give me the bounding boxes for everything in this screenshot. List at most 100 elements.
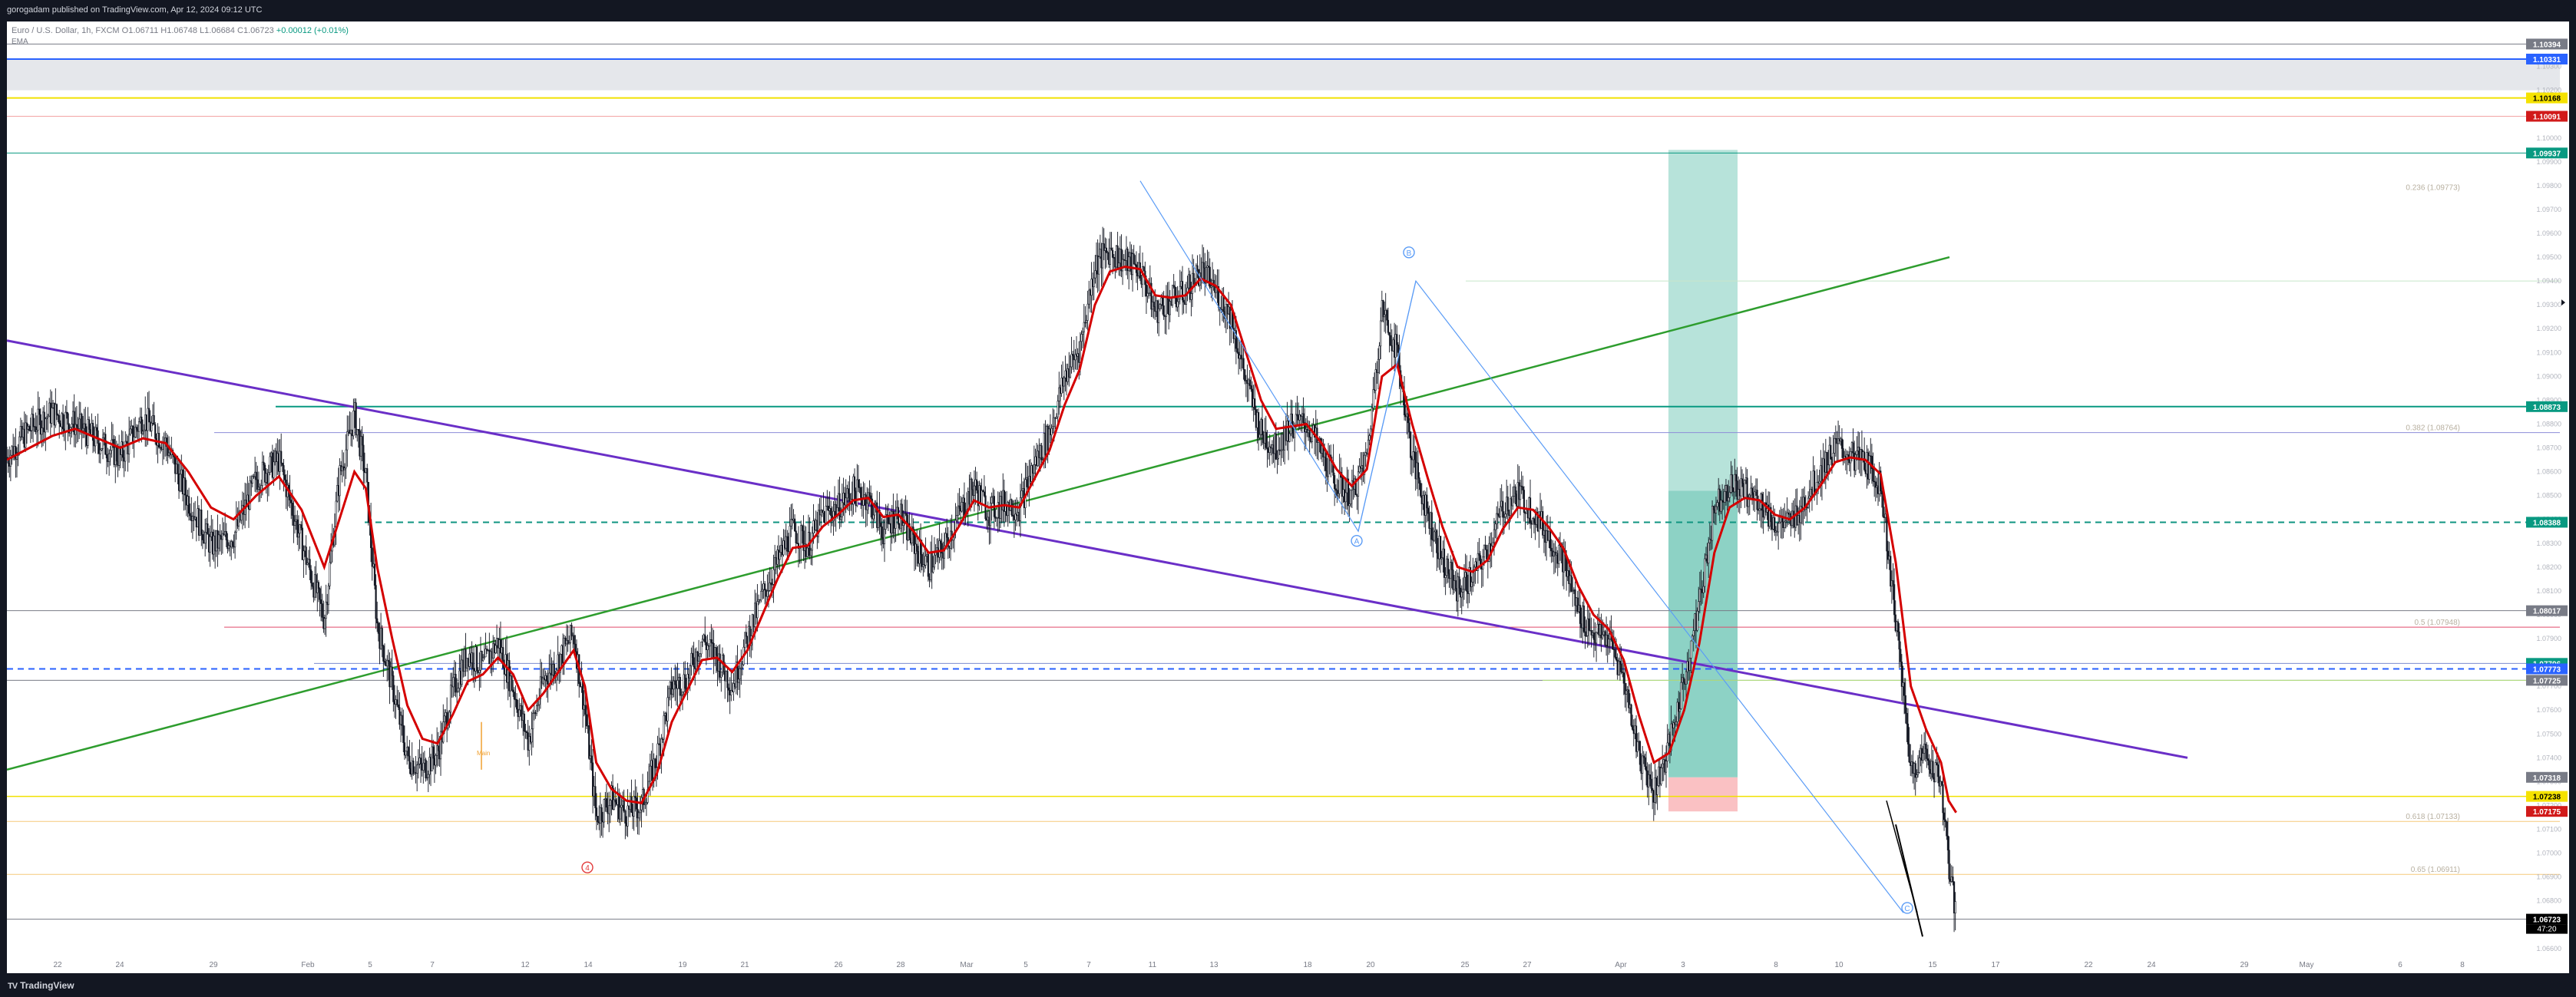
price-chart[interactable]: 4 A B C Main 0.236 (1.09773) 0.382 (1.08764) 0.…: [7, 21, 2569, 973]
candle: [1420, 480, 1422, 498]
candle: [1586, 619, 1588, 638]
candle-body: [1287, 421, 1290, 442]
candle-body: [58, 415, 61, 424]
candle: [1098, 243, 1100, 292]
candle-body: [426, 777, 428, 779]
candle-body: [922, 564, 924, 567]
candle: [1350, 489, 1352, 507]
candle-body: [121, 441, 124, 458]
candle: [179, 459, 181, 493]
candle: [674, 664, 676, 702]
candle-body: [1685, 671, 1688, 685]
candle-body: [779, 552, 781, 560]
candle-body: [1236, 348, 1238, 353]
candle: [255, 461, 257, 493]
candle: [296, 510, 299, 546]
candle-body: [624, 810, 627, 824]
candle-body: [1407, 413, 1410, 424]
candle-body: [1176, 301, 1179, 308]
candle-body: [1420, 483, 1422, 497]
candle-body: [893, 528, 896, 533]
candle-body: [1754, 491, 1756, 499]
target-zone: [1668, 150, 1738, 491]
candle-body: [614, 799, 617, 803]
candle-body: [1486, 549, 1488, 560]
chart-area[interactable]: 4 A B C Main 0.236 (1.09773) 0.382 (1.08764) 0.…: [7, 21, 2569, 973]
candle-body: [730, 690, 732, 695]
candle: [221, 517, 223, 554]
candle: [1620, 646, 1622, 675]
candle: [1700, 569, 1702, 606]
candle-body: [47, 415, 49, 418]
candle-body: [1012, 514, 1014, 517]
candle-body: [99, 449, 101, 454]
wave-label-circle: [581, 861, 594, 873]
candle: [1582, 598, 1585, 633]
candle-body: [371, 547, 373, 567]
candle-body: [1698, 601, 1700, 612]
candle-body: [1085, 320, 1088, 323]
candle: [760, 580, 762, 602]
candle-body: [1890, 556, 1892, 587]
candle: [1052, 408, 1054, 434]
candle-body: [513, 692, 515, 700]
candle-body: [297, 533, 300, 538]
candle-body: [872, 514, 875, 520]
candle: [327, 583, 329, 614]
candle-body: [866, 503, 868, 510]
candle: [310, 565, 312, 590]
candle: [1347, 469, 1350, 517]
candle: [301, 513, 303, 560]
candle: [485, 645, 488, 655]
candle-body: [732, 683, 735, 692]
candle-body: [25, 422, 27, 448]
candle: [1890, 550, 1892, 593]
candle: [1254, 382, 1256, 415]
candle-body: [461, 659, 463, 685]
candle-body: [1050, 428, 1053, 435]
candle-body: [1784, 520, 1787, 523]
candle: [635, 786, 638, 827]
candle-body: [1954, 901, 1956, 914]
candle: [609, 798, 611, 824]
candle-body: [1196, 265, 1199, 270]
candle-body: [1426, 494, 1428, 509]
candle-body: [1063, 377, 1065, 387]
candle: [81, 415, 84, 438]
candle: [958, 487, 961, 516]
candle: [339, 458, 341, 511]
candle-body: [1906, 723, 1910, 744]
candle-body: [416, 764, 418, 774]
candle: [1887, 540, 1890, 564]
candle-body: [483, 656, 485, 659]
candle: [1277, 431, 1280, 466]
candle-body: [971, 478, 973, 490]
candle: [1708, 523, 1711, 551]
candle-body: [499, 639, 502, 654]
price-tick-label: 1.07400: [2536, 754, 2561, 761]
tradingview-logo[interactable]: TV TradingView: [8, 980, 74, 991]
candle: [666, 685, 669, 737]
fib-label: 0.382 (1.08764): [2406, 424, 2460, 433]
candle-body: [908, 523, 911, 539]
candle-body: [41, 428, 43, 435]
candle: [170, 437, 173, 459]
candle: [105, 440, 107, 474]
price-tick-label: 1.08200: [2536, 563, 2561, 571]
candle-body: [1926, 758, 1930, 761]
candle-body: [1770, 507, 1772, 523]
candle: [405, 751, 407, 759]
candle-body: [1371, 408, 1373, 430]
candle-body: [55, 404, 58, 415]
candle: [416, 761, 418, 791]
candle-body: [1470, 582, 1473, 587]
time-tick-label: 5: [368, 961, 372, 969]
candle: [141, 419, 144, 436]
candle-body: [73, 411, 75, 435]
candle-body: [1936, 764, 1939, 777]
candle: [231, 540, 233, 550]
price-badge-bg: [2526, 147, 2568, 159]
candle-body: [1715, 506, 1718, 513]
candle-body: [521, 705, 523, 721]
candle: [700, 641, 703, 658]
